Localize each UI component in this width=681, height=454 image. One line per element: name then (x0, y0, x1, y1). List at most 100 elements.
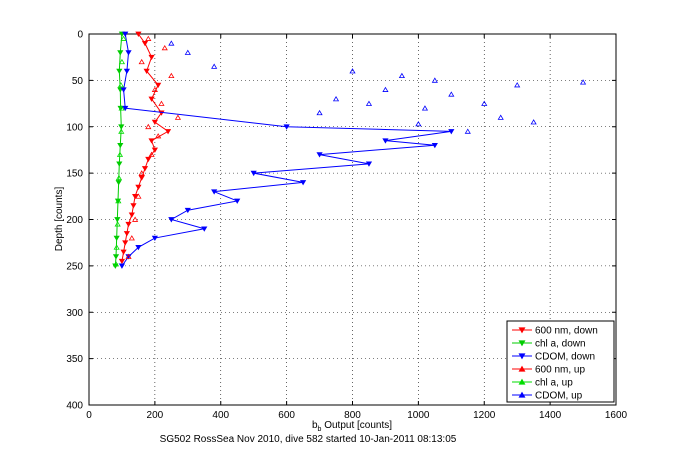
data-point (128, 212, 135, 218)
legend-label: chl a, up (535, 378, 573, 389)
data-point (125, 253, 132, 259)
data-point (132, 216, 139, 222)
data-point (118, 58, 126, 65)
data-point (143, 68, 150, 75)
y-tick-label: 400 (66, 401, 83, 412)
x-tick-label: 400 (212, 410, 229, 421)
legend-label: 600 nm, down (535, 326, 598, 337)
legend-label: CDOM, down (535, 352, 595, 363)
data-point (316, 152, 323, 158)
data-point (113, 244, 120, 250)
data-point (579, 79, 587, 85)
data-point (332, 95, 340, 102)
data-point (113, 235, 120, 241)
y-tick-label: 0 (77, 30, 83, 41)
data-point (299, 180, 307, 186)
legend-marker (518, 340, 526, 347)
legend-marker (518, 327, 526, 334)
data-point (132, 193, 139, 200)
data-point (365, 100, 373, 106)
data-point (115, 174, 123, 181)
chart-caption: SG502 RossSea Nov 2010, dive 582 started… (160, 434, 457, 445)
data-point (125, 50, 132, 56)
legend-marker (518, 391, 526, 398)
series-cdom-up (168, 40, 587, 134)
data-point (398, 72, 406, 79)
data-point (123, 68, 130, 75)
data-point (116, 151, 124, 157)
data-point (120, 35, 127, 41)
data-point (125, 221, 132, 228)
data-point (122, 31, 129, 37)
y-tick-label: 200 (66, 215, 83, 226)
data-point (151, 235, 158, 241)
data-point (155, 133, 162, 139)
legend: 600 nm, down chl a, down CDOM, down 600 nm,… (506, 320, 615, 403)
data-point (122, 105, 129, 112)
legend-marker (518, 365, 526, 372)
data-point (116, 161, 123, 167)
data-point (118, 128, 125, 134)
data-point (148, 96, 155, 102)
data-point (514, 82, 521, 88)
legend-label: CDOM, up (535, 391, 583, 402)
data-point (168, 217, 175, 223)
data-point (168, 72, 175, 79)
data-point (117, 142, 124, 149)
data-point (118, 258, 126, 265)
data-point (118, 105, 125, 111)
data-point (211, 189, 218, 195)
series-layer (112, 31, 587, 269)
data-point (431, 142, 438, 149)
series-chl-a-down (112, 31, 126, 269)
data-point (115, 198, 122, 204)
data-point (164, 129, 172, 135)
data-point (283, 124, 290, 130)
data-point (448, 91, 455, 97)
x-tick-label: 800 (344, 410, 361, 421)
data-point (120, 249, 127, 255)
data-point (431, 77, 438, 83)
data-point (211, 63, 218, 69)
data-point (135, 31, 142, 37)
y-tick-label: 300 (66, 308, 83, 319)
data-point (114, 217, 121, 223)
data-point (145, 123, 152, 130)
data-point (128, 235, 135, 241)
x-axis-label: bb Output [counts] (312, 420, 392, 433)
data-point (168, 40, 175, 46)
data-point (115, 180, 122, 186)
data-point (316, 109, 323, 116)
y-tick-label: 150 (66, 169, 83, 180)
data-point (148, 54, 155, 61)
legend-marker (518, 353, 526, 360)
legend-label: chl a, down (535, 339, 586, 350)
data-point (497, 114, 504, 120)
data-point (148, 151, 155, 157)
data-point (148, 138, 155, 144)
data-point (145, 156, 152, 163)
data-point (117, 50, 124, 56)
x-tick-label: 600 (278, 410, 295, 421)
tick-labels: 0 200 400 600 800 1000 1200 1400 1600 0 50 100 150 20… (66, 30, 627, 422)
data-point (135, 193, 142, 199)
data-point (141, 166, 149, 172)
legend-box (506, 320, 615, 403)
data-point (114, 221, 121, 227)
series-600-nm-up (125, 35, 182, 259)
data-point (130, 203, 137, 209)
data-point (112, 254, 120, 260)
data-point (122, 240, 129, 246)
data-point (161, 44, 168, 51)
data-point (135, 184, 142, 190)
data-point (135, 245, 142, 251)
data-point (145, 35, 152, 41)
y-axis-label: Depth [counts] (54, 187, 65, 252)
data-point (481, 100, 488, 106)
x-tick-label: 1000 (407, 410, 430, 421)
data-point (138, 175, 145, 181)
data-point (174, 114, 182, 120)
data-point (250, 170, 257, 177)
x-tick-label: 200 (147, 410, 164, 421)
